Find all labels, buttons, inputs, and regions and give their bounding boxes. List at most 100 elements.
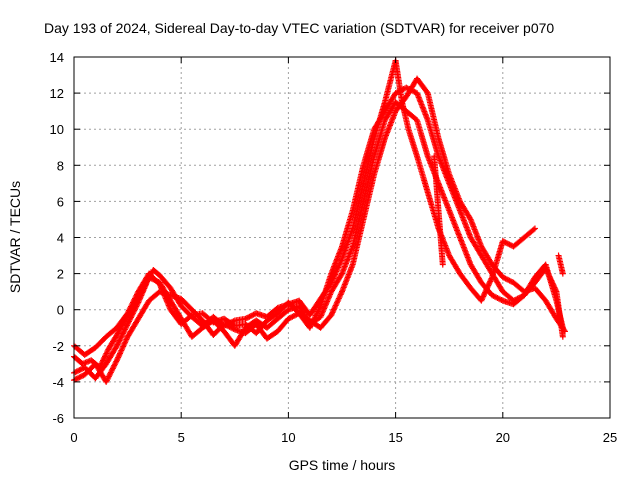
data-point: [124, 310, 131, 317]
data-point: [396, 88, 403, 95]
data-point: [125, 308, 132, 315]
data-point: [118, 346, 125, 353]
data-point: [332, 302, 339, 309]
data-point: [485, 281, 492, 288]
data-point: [331, 305, 338, 312]
data-point: [118, 333, 125, 340]
data-point: [109, 365, 116, 372]
data-point: [495, 295, 502, 302]
y-tick-label: 4: [57, 231, 64, 246]
data-point: [306, 324, 313, 331]
ticks-layer: 0 5 10 15 20 25 -6 -4 -2 0 2 4 6 8 10 12 14: [50, 50, 618, 445]
x-tick-label: 0: [70, 430, 77, 445]
data-point: [397, 87, 404, 94]
data-point: [246, 313, 253, 320]
y-tick-label: 8: [57, 158, 64, 173]
data-point: [411, 88, 418, 95]
data-point: [487, 278, 494, 285]
data-point: [309, 319, 316, 326]
data-point: [250, 311, 257, 318]
y-tick-label: -6: [52, 411, 64, 426]
data-point: [499, 238, 506, 245]
series-track-2: [71, 99, 566, 382]
data-point: [337, 292, 344, 299]
data-point: [338, 271, 345, 278]
data-point: [117, 348, 124, 355]
data-point: [116, 351, 123, 358]
data-point: [129, 310, 136, 317]
y-tick-label: 0: [57, 303, 64, 318]
data-point: [127, 304, 134, 311]
data-point: [132, 294, 139, 301]
data-point: [118, 347, 125, 354]
data-point: [102, 353, 109, 360]
data-point: [515, 294, 522, 301]
data-point: [73, 375, 80, 382]
data-point: [133, 291, 140, 298]
x-axis-title: GPS time / hours: [289, 457, 396, 473]
data-point: [223, 322, 230, 329]
data-point: [514, 295, 521, 302]
x-tick-label: 20: [496, 430, 510, 445]
data-point: [103, 377, 110, 384]
data-point: [406, 86, 412, 93]
data-point: [561, 328, 568, 335]
data-point: [105, 374, 112, 381]
data-point: [333, 301, 340, 308]
data-point: [486, 279, 493, 286]
data-point: [187, 313, 194, 320]
data-point: [559, 324, 566, 331]
series-track-5: [431, 153, 446, 268]
data-point: [503, 276, 510, 283]
data-point: [335, 295, 342, 302]
data-point: [243, 315, 250, 322]
data-point: [310, 317, 317, 324]
data-point: [126, 317, 133, 324]
data-point: [127, 315, 134, 322]
data-point: [115, 354, 122, 361]
data-point: [105, 373, 112, 380]
data-point: [111, 362, 118, 369]
data-point: [408, 87, 415, 94]
data-point: [123, 323, 130, 330]
data-point: [292, 312, 299, 319]
data-point: [103, 350, 110, 357]
data-point: [247, 313, 254, 320]
data-point: [335, 296, 342, 303]
series-track-6: [555, 252, 566, 277]
data-point: [120, 342, 127, 349]
data-point: [99, 358, 106, 365]
data-point: [506, 241, 513, 248]
data-point: [222, 321, 229, 328]
x-tick-label: 10: [281, 430, 295, 445]
data-point: [117, 336, 124, 343]
data-point: [116, 337, 123, 344]
data-point: [101, 354, 108, 361]
data-point: [316, 304, 323, 311]
data-point: [73, 368, 80, 375]
data-point: [121, 340, 128, 347]
data-point: [128, 302, 135, 309]
data-point: [108, 368, 115, 375]
data-point: [334, 298, 341, 305]
data-point: [307, 323, 314, 330]
data-point: [315, 307, 322, 314]
data-point: [122, 339, 129, 346]
data-point: [393, 89, 400, 96]
y-tick-label: 14: [50, 50, 64, 65]
data-point: [316, 305, 323, 312]
data-point: [338, 257, 345, 264]
data-point: [331, 272, 338, 279]
data-point: [111, 361, 118, 368]
data-point: [103, 378, 110, 385]
data-point: [285, 315, 292, 322]
data-point: [498, 296, 505, 303]
data-point: [493, 294, 500, 301]
data-point: [479, 294, 486, 301]
data-point: [399, 86, 406, 93]
data-point: [478, 297, 485, 304]
data-point: [128, 313, 135, 320]
data-point: [121, 327, 128, 334]
data-point: [102, 351, 109, 358]
data-point: [112, 359, 119, 366]
